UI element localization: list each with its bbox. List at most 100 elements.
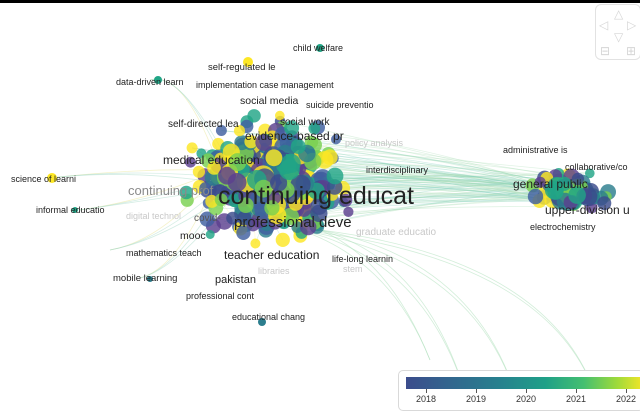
label-stem[interactable]: stem — [343, 264, 363, 274]
label-libraries[interactable]: libraries — [258, 266, 290, 276]
network-node[interactable] — [215, 125, 227, 136]
network-node[interactable] — [147, 276, 153, 282]
network-node[interactable] — [308, 122, 321, 135]
network-node[interactable] — [233, 125, 246, 137]
network-node[interactable] — [199, 211, 215, 227]
label-covid[interactable]: covid- — [194, 213, 221, 224]
label-collaborative[interactable]: collaborative/co — [565, 162, 628, 172]
pan-up-icon[interactable]: △ — [614, 7, 624, 21]
label-self-regulated-learning[interactable]: self-regulated le — [208, 62, 276, 73]
label-evidence-based-practice[interactable]: evidence-based pr — [245, 129, 344, 143]
network-node[interactable] — [585, 168, 595, 179]
network-node[interactable] — [227, 193, 242, 208]
pan-right-icon[interactable]: ▷ — [627, 18, 637, 32]
label-mooc[interactable]: mooc — [180, 230, 206, 242]
top-border — [0, 0, 640, 3]
network-node[interactable] — [243, 57, 253, 67]
network-node[interactable] — [284, 120, 300, 136]
network-node[interactable] — [310, 198, 328, 215]
network-node[interactable] — [218, 166, 236, 185]
label-pakistan[interactable]: pakistan — [215, 274, 256, 286]
network-node[interactable] — [281, 207, 299, 226]
label-informal-education[interactable]: informal educatio — [36, 205, 105, 215]
zoom-in-icon[interactable]: ⊞ — [626, 44, 637, 58]
network-node[interactable] — [281, 153, 301, 174]
network-node[interactable] — [238, 197, 254, 213]
network-node[interactable] — [275, 232, 290, 247]
label-self-directed-learning[interactable]: self-directed lea — [168, 119, 239, 130]
network-node[interactable] — [265, 149, 283, 167]
network-node[interactable] — [255, 134, 273, 151]
label-electrochemistry[interactable]: electrochemistry — [530, 222, 596, 232]
network-node[interactable] — [275, 110, 285, 121]
network-node[interactable] — [343, 206, 354, 217]
network-node[interactable] — [254, 179, 273, 198]
network-node[interactable] — [186, 142, 198, 154]
label-administrative-issues[interactable]: administrative is — [503, 145, 568, 155]
label-continuing-education[interactable]: continuing educat — [218, 182, 414, 210]
label-upper-division[interactable]: upper-division u — [545, 203, 630, 217]
label-professional-context[interactable]: professional cont — [186, 291, 255, 301]
network-node[interactable] — [316, 44, 324, 52]
label-child-welfare[interactable]: child welfare — [293, 43, 343, 53]
network-node[interactable] — [568, 186, 586, 204]
label-digital-technology[interactable]: digital technol — [126, 211, 181, 221]
network-node[interactable] — [226, 211, 240, 225]
network-node[interactable] — [47, 173, 57, 183]
label-data-driven-learning[interactable]: data-driven learn — [116, 77, 184, 87]
label-implementation-case-management[interactable]: implementation case management — [196, 80, 334, 90]
label-teacher-education[interactable]: teacher education — [224, 248, 319, 262]
network-node[interactable] — [205, 230, 215, 239]
network-node[interactable] — [247, 109, 261, 123]
label-social-media[interactable]: social media — [240, 95, 299, 107]
network-node[interactable] — [258, 318, 266, 326]
network-node[interactable] — [270, 174, 288, 192]
label-policy-analysis[interactable]: policy analysis — [345, 138, 404, 148]
label-medical-education[interactable]: medical education — [163, 153, 260, 167]
label-mathematics-teacher[interactable]: mathematics teach — [126, 248, 202, 258]
label-continuing-professional[interactable]: continuing prof — [128, 183, 214, 198]
label-professional-development[interactable]: professional deve — [234, 214, 352, 231]
label-mobile-learning[interactable]: mobile learning — [113, 273, 177, 284]
network-node[interactable] — [214, 193, 228, 207]
network-node[interactable] — [237, 211, 252, 226]
network-node[interactable] — [331, 134, 341, 145]
label-science-of-learning[interactable]: science of learni — [11, 174, 76, 184]
label-life-long-learning[interactable]: life-long learnin — [332, 254, 393, 264]
network-node[interactable] — [290, 139, 306, 154]
network-node[interactable] — [179, 185, 194, 200]
network-node[interactable] — [207, 161, 221, 175]
network-node[interactable] — [534, 176, 546, 188]
network-node[interactable] — [339, 193, 353, 207]
network-node[interactable] — [199, 182, 211, 194]
label-social-work[interactable]: social work — [280, 117, 330, 128]
network-node[interactable] — [236, 225, 251, 240]
label-suicide-prevention[interactable]: suicide preventio — [306, 100, 374, 110]
network-node[interactable] — [547, 183, 564, 200]
network-node[interactable] — [72, 207, 78, 213]
network-node[interactable] — [264, 200, 280, 216]
network-node[interactable] — [291, 221, 304, 233]
network-node[interactable] — [597, 196, 612, 211]
network-node[interactable] — [244, 135, 258, 149]
label-interdisciplinary[interactable]: interdisciplinary — [366, 165, 429, 175]
pan-left-icon[interactable]: ◁ — [599, 18, 609, 32]
network-node[interactable] — [326, 167, 344, 185]
label-graduate-education[interactable]: graduate educatio — [356, 227, 437, 238]
network-node[interactable] — [250, 238, 261, 249]
label-educational-change[interactable]: educational chang — [232, 312, 305, 322]
zoom-out-icon[interactable]: ⊟ — [600, 44, 611, 58]
network-node[interactable] — [185, 156, 196, 168]
network-node[interactable] — [228, 153, 247, 172]
network-node[interactable] — [290, 174, 311, 195]
label-general-public[interactable]: general public — [513, 177, 588, 191]
network-node[interactable] — [322, 149, 338, 165]
network-node[interactable] — [300, 218, 317, 236]
pan-down-icon[interactable]: ▽ — [614, 30, 624, 44]
network-node[interactable] — [571, 172, 585, 186]
network-node[interactable] — [192, 165, 205, 178]
map-navigation-control[interactable]: △ ◁ ▷ ▽ ⊟ ⊞ — [595, 4, 640, 60]
network-node[interactable] — [154, 76, 162, 84]
network-node[interactable] — [527, 188, 544, 205]
